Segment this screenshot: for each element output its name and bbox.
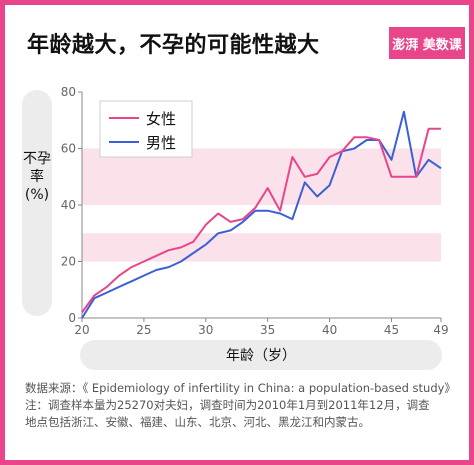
x-tick-label-49: 49	[433, 323, 448, 337]
source-line-2: 注：调查样本量为25270对夫妇，调查时间为2010年1月到2011年12月，调…	[25, 398, 430, 412]
x-tick-label-25: 25	[136, 323, 151, 337]
y-axis-label-pill	[22, 90, 52, 316]
y-tick-label-0: 0	[68, 311, 76, 325]
legend-box	[99, 100, 193, 158]
band-1	[82, 148, 441, 205]
x-tick-label-45: 45	[384, 323, 399, 337]
page-title: 年龄越大，不孕的可能性越大	[27, 33, 320, 58]
legend-label-male: 男性	[146, 134, 176, 152]
x-tick-label-40: 40	[322, 323, 337, 337]
y-axis-label: 不孕率(%)	[23, 151, 51, 203]
brand-logo: 澎湃 美数课	[389, 27, 465, 59]
x-tick-label-35: 35	[260, 323, 275, 337]
series-line-female	[81, 127, 441, 313]
x-axis-label: 年龄（岁）	[226, 348, 296, 364]
x-tick-label-20: 20	[74, 323, 89, 337]
y-tick-label-80: 80	[61, 85, 76, 99]
source-note: 数据来源：《 Epidemiology of infertility in Ch…	[25, 380, 456, 431]
band-0	[82, 233, 441, 262]
y-tick-label-40: 40	[61, 198, 76, 212]
header: 年龄越大，不孕的可能性越大 澎湃 美数课	[5, 5, 469, 83]
y-tick-label-60: 60	[61, 142, 76, 156]
source-line-3: 地点包括浙江、安徽、福建、山东、北京、河北、黑龙江和内蒙古。	[25, 415, 370, 429]
source-line-1: 数据来源：《 Epidemiology of infertility in Ch…	[25, 381, 456, 395]
x-tick-label-30: 30	[198, 323, 213, 337]
y-tick-label-20: 20	[61, 255, 76, 269]
legend-label-female: 女性	[146, 110, 176, 128]
x-axis-label-pill	[80, 340, 442, 370]
